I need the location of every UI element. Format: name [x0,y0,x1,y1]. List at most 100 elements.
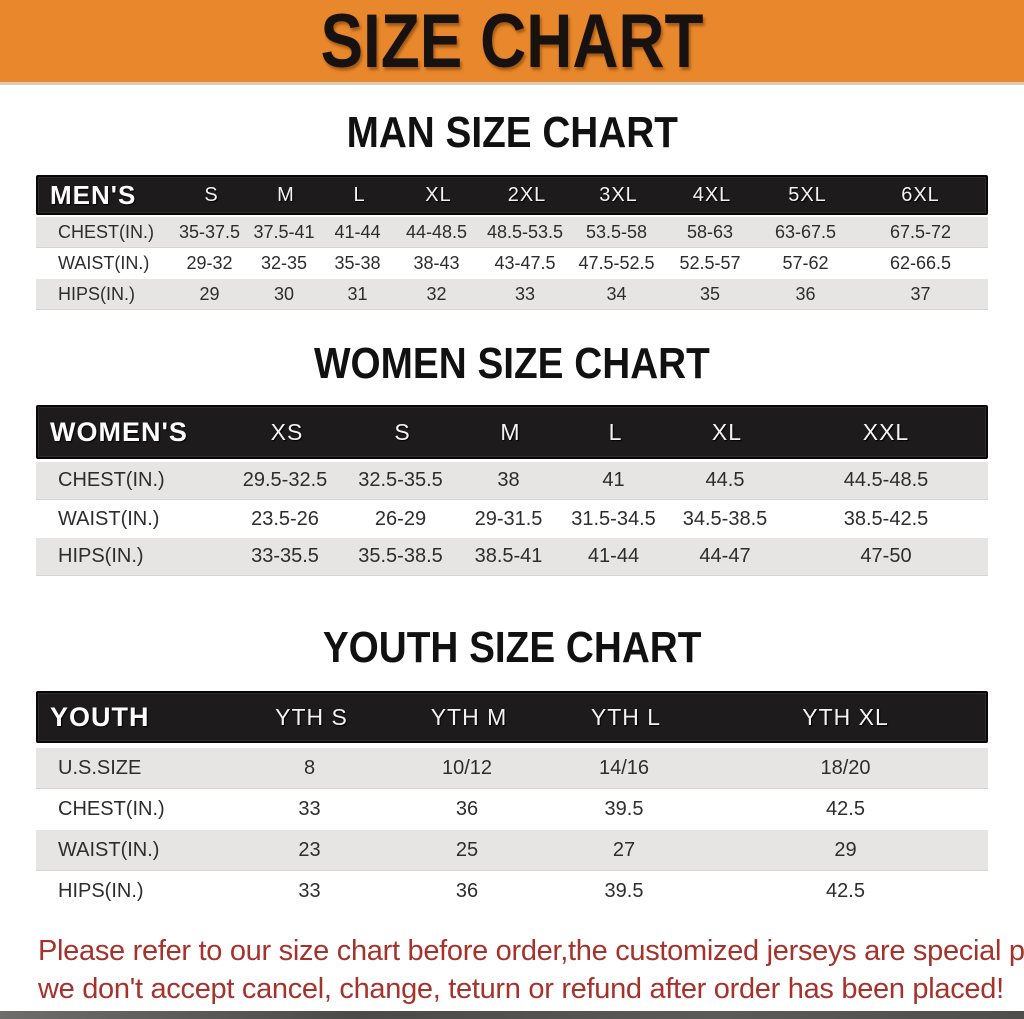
man-section-title-wrap: MAN SIZE CHART [0,85,1024,157]
size-column-header: YTH L [590,703,662,730]
table-cell: 44-48.5 [405,221,468,242]
youth-section-title-wrap: YOUTH SIZE CHART [0,576,1024,672]
row-label: WAIST(IN.) [58,838,160,861]
table-cell: 34 [606,283,627,304]
table-cell: 41 [602,469,625,491]
row-label: CHEST(IN.) [58,221,154,242]
row-label: HIPS(IN.) [58,880,144,902]
table-cell: 43-47.5 [494,253,556,273]
youth-ussize-row: U.S.SIZE 8 10/12 14/16 18/20 [36,748,988,789]
row-label: CHEST(IN.) [58,798,165,820]
youth-table-header: YOUTH YTH S YTH M YTH L YTH XL [36,691,988,743]
women-waist-row: WAIST(IN.) 23.5-26 26-29 29-31.5 31.5-34… [36,500,988,538]
table-cell: 29.5-32.5 [242,469,328,491]
row-label: WAIST(IN.) [58,253,150,273]
table-cell: 8 [303,756,316,779]
row-label: U.S.SIZE [58,756,142,779]
size-column-header: XXL [862,418,910,445]
banner: SIZE CHART [0,0,1024,85]
table-cell: 44-47 [699,545,751,567]
size-column-header: S [204,183,219,206]
youth-chest-row: CHEST(IN.) 33 36 39.5 42.5 [36,789,988,830]
women-section-title-wrap: WOMEN SIZE CHART [0,310,1024,388]
size-column-header: 6XL [901,183,940,206]
size-column-header: XL [425,183,452,206]
size-column-header: S [394,418,411,445]
table-cell: 30 [273,283,295,304]
youth-section-title: YOUTH SIZE CHART [322,623,702,672]
size-column-header: YTH XL [802,703,889,730]
size-column-header: L [608,418,623,445]
table-cell: 23.5-26 [251,507,319,530]
table-cell: 29-31.5 [474,507,543,530]
women-size-table: WOMEN'S XS S M L XL XXL CHEST(IN.) 29.5-… [36,405,988,576]
table-cell: 32 [426,283,447,304]
table-cell: 36 [455,880,479,902]
table-cell: 27 [612,838,636,861]
table-cell: 39.5 [604,880,644,902]
disclaimer-text: Please refer to our size chart before or… [38,932,1024,1008]
table-cell: 39.5 [604,798,644,820]
table-cell: 29-32 [186,253,233,273]
man-table-header: MEN'S S M L XL 2XL 3XL 4XL 5XL 6XL [36,175,988,215]
table-cell: 52.5-57 [679,253,741,273]
women-chest-row: CHEST(IN.) 29.5-32.5 32.5-35.5 38 41 44.… [36,462,988,500]
table-cell: 57-62 [782,253,829,273]
women-header-label: WOMEN'S [50,416,188,447]
row-label: HIPS(IN.) [58,283,136,304]
man-section-title: MAN SIZE CHART [346,108,678,157]
table-cell: 35.5-38.5 [358,545,443,567]
man-hips-row: HIPS(IN.) 29 30 31 32 33 34 35 36 37 [36,279,988,310]
table-cell: 33 [298,880,321,902]
table-cell: 62-66.5 [889,253,952,273]
table-cell: 18/20 [820,756,871,779]
table-cell: 14/16 [598,756,650,779]
table-cell: 29 [834,838,857,861]
table-cell: 67.5-72 [889,221,952,242]
table-cell: 41-44 [587,545,640,567]
youth-hips-row: HIPS(IN.) 33 36 39.5 42.5 [36,871,988,912]
table-cell: 33-35.5 [251,545,319,567]
row-label: WAIST(IN.) [58,507,160,530]
table-cell: 31.5-34.5 [571,507,656,530]
row-label: CHEST(IN.) [58,469,165,491]
size-column-header: XL [711,418,743,445]
man-waist-row: WAIST(IN.) 29-32 32-35 35-38 38-43 43-47… [36,248,988,279]
table-cell: 32.5-35.5 [358,469,443,491]
size-column-header: M [277,183,295,206]
women-hips-row: HIPS(IN.) 33-35.5 35.5-38.5 38.5-41 41-4… [36,538,988,576]
table-cell: 34.5-38.5 [682,507,768,530]
table-cell: 47-50 [860,545,912,567]
size-column-header: 2XL [507,183,547,206]
table-cell: 38 [497,469,520,491]
man-size-table: MEN'S S M L XL 2XL 3XL 4XL 5XL 6XL CHEST… [36,175,988,310]
table-cell: 58-63 [686,221,734,242]
table-cell: 41-44 [334,221,381,242]
table-cell: 10/12 [441,756,493,779]
table-cell: 38.5-41 [474,545,543,567]
size-column-header: M [500,418,521,445]
table-cell: 31 [347,283,368,304]
table-cell: 53.5-58 [585,221,648,242]
table-cell: 37 [910,283,931,304]
table-cell: 33 [298,798,321,820]
youth-size-table: YOUTH YTH S YTH M YTH L YTH XL U.S.SIZE … [36,691,988,912]
table-cell: 38-43 [413,253,460,273]
women-section-title: WOMEN SIZE CHART [314,339,710,388]
size-column-header: L [353,183,366,206]
table-cell: 44.5 [705,469,745,491]
table-cell: 42.5 [826,798,865,820]
size-column-header: 3XL [599,183,638,206]
size-column-header: YTH S [275,703,348,730]
table-cell: 25 [455,838,479,861]
size-column-header: XS [270,418,304,445]
table-cell: 38.5-42.5 [843,507,929,530]
youth-header-label: YOUTH [50,701,150,732]
table-cell: 47.5-52.5 [578,253,655,273]
women-table-header: WOMEN'S XS S M L XL XXL [36,405,988,459]
table-cell: 29 [199,283,220,304]
size-column-header: 5XL [788,183,827,206]
page-title: SIZE CHART [320,0,704,84]
man-chest-row: CHEST(IN.) 35-37.5 37.5-41 41-44 44-48.5… [36,217,988,248]
bottom-edge-strip [0,1011,1024,1019]
